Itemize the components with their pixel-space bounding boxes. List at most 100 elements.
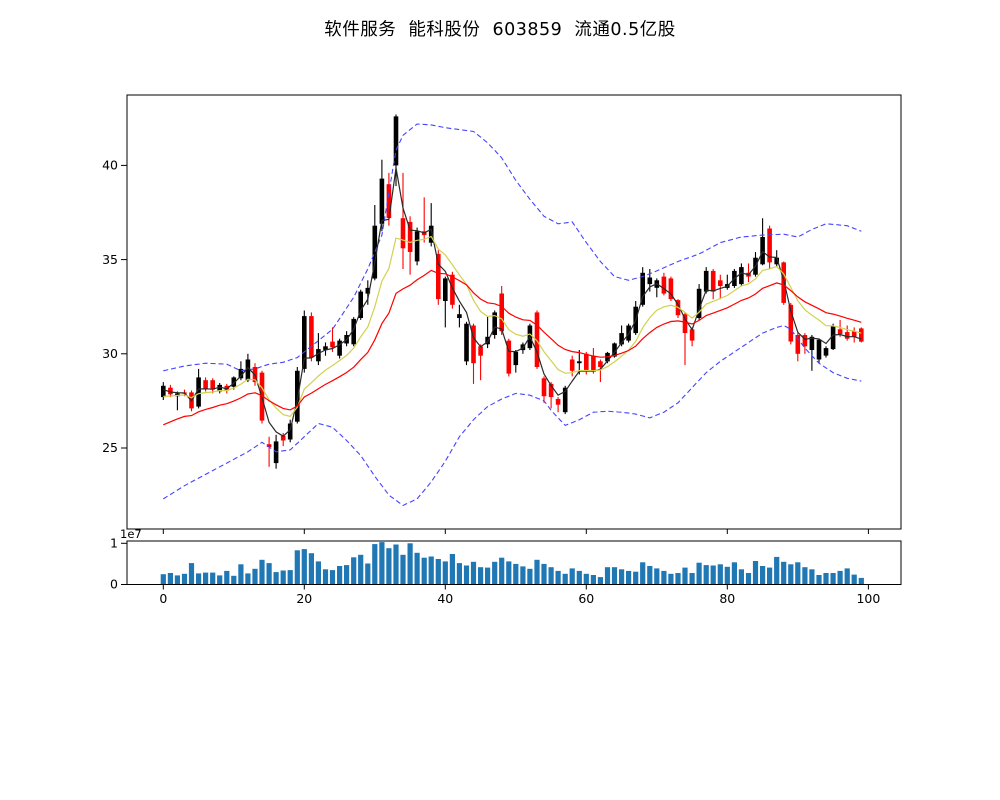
candle-body-up: [774, 257, 779, 265]
candle-body-down: [584, 353, 589, 371]
candle-body-up: [612, 343, 617, 357]
volume-bar: [231, 575, 237, 585]
volume-bar: [781, 561, 787, 585]
x-tick-label: 100: [856, 591, 880, 606]
volume-bar: [315, 561, 321, 585]
volume-bar: [851, 574, 857, 585]
candle-body-down: [506, 340, 512, 374]
volume-bar: [203, 572, 209, 585]
volume-bar: [174, 575, 180, 585]
volume-bar: [604, 567, 611, 585]
volume-bar: [456, 563, 462, 585]
candle-body-down: [478, 346, 483, 356]
volume-bar: [527, 568, 533, 585]
volume-bar: [188, 563, 195, 585]
volume-bar: [181, 573, 188, 585]
ma-fast-line: [163, 167, 862, 437]
volume-offset-label: 1e7: [120, 527, 142, 541]
volume-bar: [379, 542, 385, 585]
volume-bar: [724, 566, 730, 585]
volume-bar: [611, 567, 618, 585]
candle-body-down: [330, 341, 335, 348]
candle-body-up: [302, 316, 307, 369]
volume-bar: [562, 573, 568, 585]
volume-bar: [626, 570, 632, 585]
candle-body-down: [548, 383, 554, 398]
volume-tick-label: 1: [110, 536, 118, 551]
volume-bar: [548, 567, 554, 585]
volume-bar: [583, 573, 589, 585]
volume-bar: [675, 573, 681, 585]
candle-body-down: [718, 280, 723, 286]
candle-body-down: [661, 276, 667, 294]
x-tick-label: 60: [578, 591, 594, 606]
candle-body-down: [689, 329, 695, 341]
volume-bar: [647, 566, 653, 585]
candle-body-down: [668, 278, 674, 300]
candle-body-up: [323, 346, 328, 351]
candle-body-down: [767, 228, 772, 263]
volume-bar: [210, 572, 216, 585]
candle-body-up: [809, 336, 815, 350]
candle-body-down: [844, 332, 850, 339]
candle-body-up: [358, 291, 363, 318]
candle-body-up: [703, 270, 709, 292]
candle-body-up: [393, 116, 399, 166]
candle-body-down: [407, 221, 413, 252]
ma-mid-line: [163, 235, 862, 418]
candle-body-up: [647, 277, 653, 285]
candle-body-up: [830, 326, 836, 350]
candle-body-up: [217, 384, 222, 392]
volume-bar: [731, 562, 737, 585]
volume-bar: [386, 548, 392, 585]
candle-body-down: [788, 304, 794, 342]
ma-lines: [163, 167, 862, 437]
volume-bar: [344, 565, 350, 585]
price-tick-label: 40: [102, 158, 118, 173]
chart-title: 软件服务 能科股份 603859 流通0.5亿股: [324, 20, 676, 40]
price-tick-label: 35: [102, 252, 118, 267]
volume-bar: [478, 567, 484, 585]
volume-bar: [301, 549, 307, 585]
volume-bar: [400, 554, 406, 585]
volume-bar: [499, 557, 505, 585]
candle-body-up: [816, 339, 822, 360]
candle-body-down: [168, 387, 173, 395]
candle-body-down: [710, 270, 716, 292]
volume-bar: [696, 562, 702, 585]
volume-bar: [590, 575, 596, 585]
candle-body-up: [696, 288, 702, 318]
candle-body-down: [569, 359, 575, 371]
volume-bar: [752, 561, 759, 585]
price-plot-frame: [126, 94, 902, 530]
bollinger-upper-band: [163, 123, 862, 372]
volume-bar: [745, 573, 752, 585]
volume-bar: [506, 561, 512, 585]
bollinger-lower-band: [163, 324, 862, 507]
volume-bar: [844, 568, 850, 585]
candle-body-up: [823, 348, 829, 356]
volume-bar: [661, 570, 667, 585]
candle-body-up: [760, 237, 765, 265]
volume-bar: [534, 559, 540, 585]
volume-bar: [682, 567, 688, 585]
volume-tick-label: 0: [110, 577, 118, 592]
candle-body-down: [541, 378, 547, 397]
volume-bar: [252, 568, 258, 585]
volume-bar: [710, 565, 716, 585]
candle-body-down: [266, 444, 272, 447]
volume-bar: [760, 566, 766, 585]
volume-bar: [689, 573, 695, 585]
candle-body-up: [316, 349, 321, 362]
volume-bar: [266, 563, 272, 585]
candle-body-up: [577, 361, 582, 364]
candle-body-down: [450, 274, 455, 305]
candle-body-down: [280, 435, 286, 441]
candle-body-up: [365, 287, 371, 294]
candle-body-down: [534, 312, 540, 367]
candle-body-up: [287, 423, 293, 440]
candle-body-down: [386, 184, 392, 219]
candle-body-up: [443, 278, 448, 301]
volume-bar: [823, 573, 829, 585]
